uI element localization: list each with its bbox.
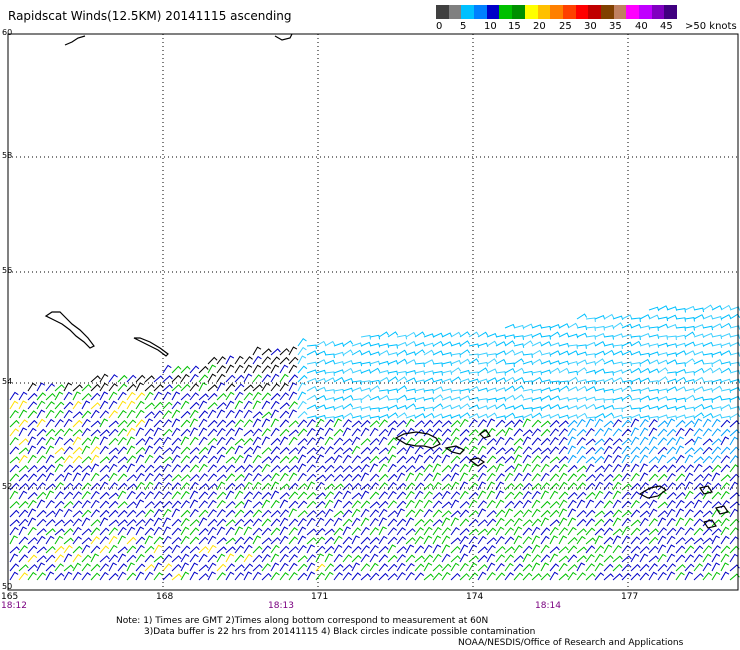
colorbar-label: >50 knots: [685, 21, 737, 32]
time-label: 18:12: [1, 601, 27, 611]
colorbar-label: 15: [508, 21, 521, 32]
colorbar-swatch: [575, 5, 589, 19]
colorbar-swatch: [664, 5, 678, 19]
note-line-2: 3)Data buffer is 22 hrs from 20141115 4)…: [144, 627, 536, 637]
credit-line: NOAA/NESDIS/Office of Research and Appli…: [458, 638, 684, 648]
note-line-1: Note: 1) Times are GMT 2)Times along bot…: [116, 616, 489, 626]
colorbar-swatch: [600, 5, 614, 19]
colorbar-label: 45: [660, 21, 673, 32]
colorbar-swatch: [639, 5, 652, 19]
colorbar-swatch: [613, 5, 627, 19]
colorbar-label: 0: [436, 21, 443, 32]
colorbar-swatch: [524, 5, 538, 19]
map-title: Rapidscat Winds(12.5KM) 20141115 ascendi…: [8, 9, 292, 23]
colorbar-label: 35: [609, 21, 622, 32]
colorbar-swatch: [537, 5, 551, 19]
graticule: [8, 33, 738, 590]
time-label: 18:14: [535, 601, 561, 611]
latitude-label: 56: [2, 266, 13, 275]
longitude-label: 171: [311, 592, 329, 602]
colorbar-label: 40: [635, 21, 648, 32]
colorbar-label: 5: [460, 21, 467, 32]
colorbar-swatch: [461, 5, 475, 19]
colorbar-swatch: [562, 5, 576, 19]
colorbar-swatch: [499, 5, 513, 19]
latitude-label: 58: [2, 151, 13, 160]
colorbar-swatch: [474, 5, 487, 19]
colorbar-swatch: [651, 5, 665, 19]
coastlines: [44, 33, 729, 529]
colorbar-label: 10: [484, 21, 497, 32]
colorbar-swatch: [550, 5, 563, 19]
wind-speed-colorbar: [436, 5, 678, 19]
longitude-label: 174: [466, 592, 484, 602]
colorbar-swatch: [486, 5, 500, 19]
wind-barbs: [9, 304, 740, 581]
colorbar-swatch: [626, 5, 639, 19]
latitude-label: 54: [2, 377, 13, 386]
latitude-label: 50: [2, 582, 13, 591]
colorbar-swatch: [588, 5, 601, 19]
longitude-label: 168: [156, 592, 174, 602]
time-label: 18:13: [268, 601, 294, 611]
colorbar-swatch: [436, 5, 449, 19]
colorbar-labels: 0 5 10 15 20 25 30 35 40 45 >50 knots: [432, 21, 740, 35]
colorbar-label: 20: [533, 21, 546, 32]
map-frame: [7, 33, 739, 591]
colorbar-label: 30: [584, 21, 597, 32]
colorbar-swatch: [512, 5, 525, 19]
longitude-label: 177: [621, 592, 639, 602]
latitude-label: 60: [2, 28, 13, 37]
colorbar-label: 25: [559, 21, 572, 32]
colorbar-swatch: [448, 5, 462, 19]
latitude-label: 52: [2, 482, 13, 491]
longitude-label: 165: [1, 592, 19, 602]
